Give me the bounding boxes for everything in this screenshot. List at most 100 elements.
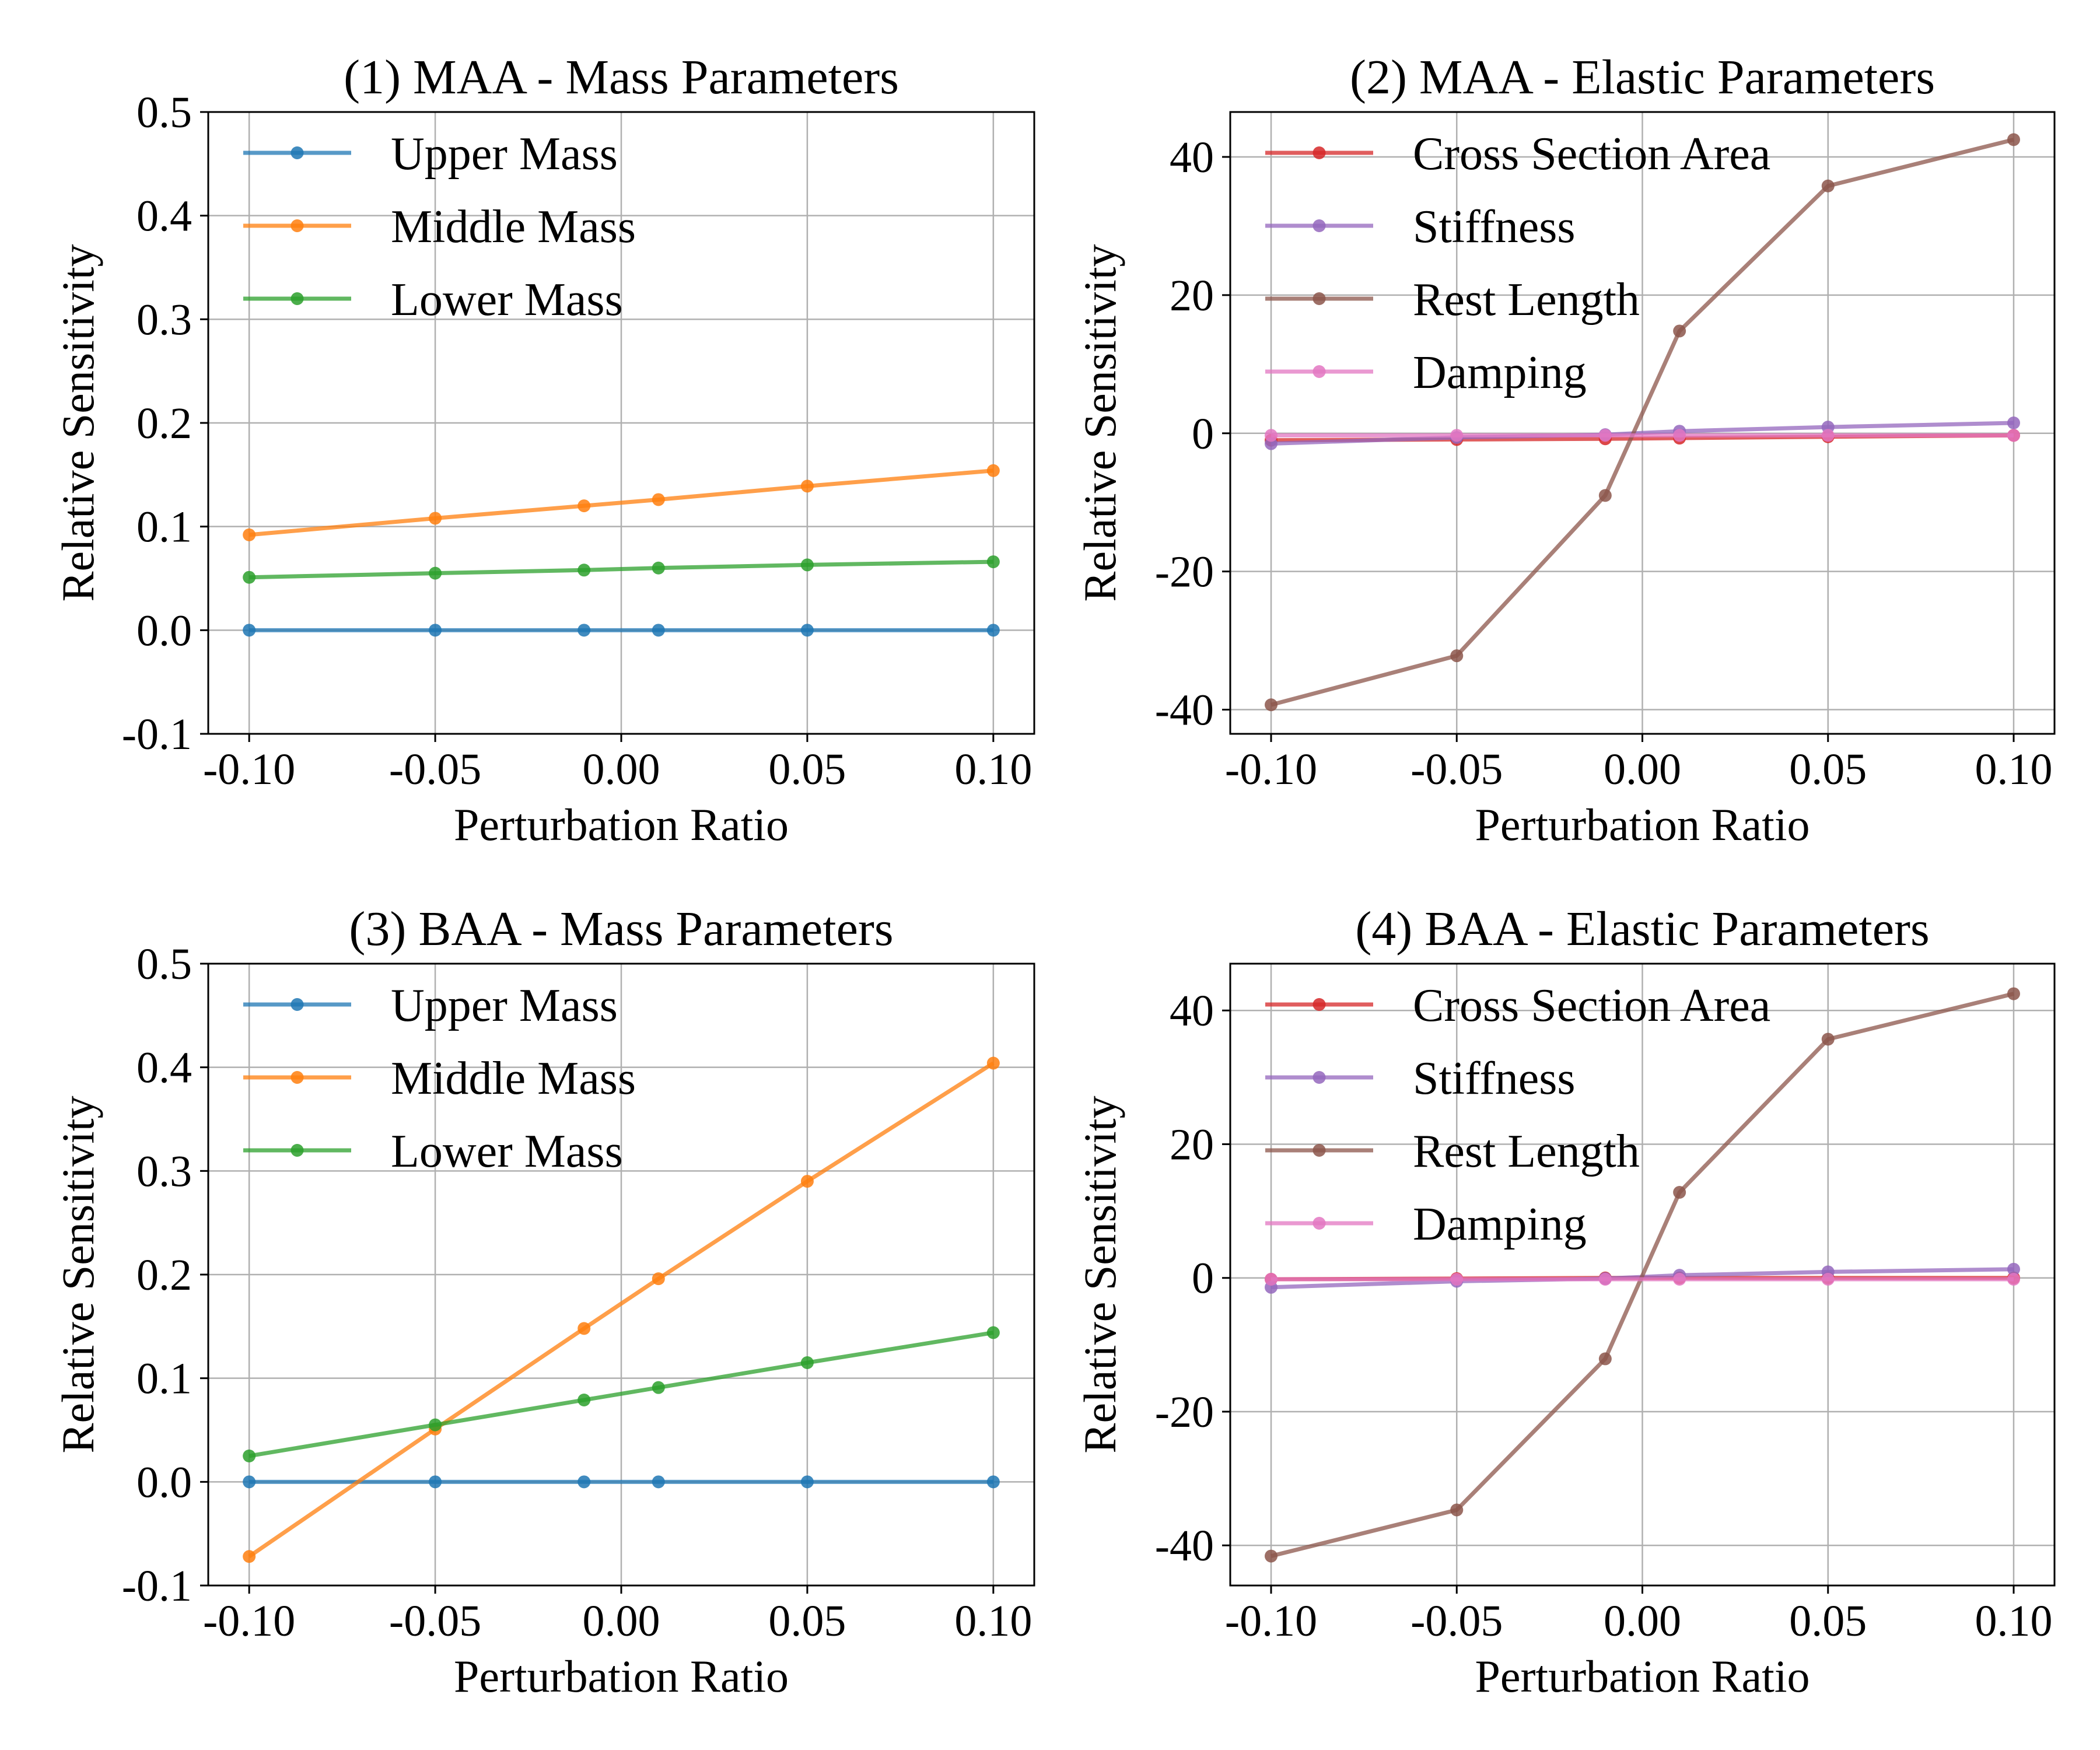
- data-point: [1673, 1273, 1686, 1286]
- x-tick-label: -0.10: [1225, 745, 1317, 794]
- legend-label: Upper Mass: [391, 128, 618, 180]
- x-tick-label: 0.00: [1604, 745, 1681, 794]
- series-line: [249, 1331, 994, 1458]
- legend-label: Stiffness: [1413, 1053, 1576, 1104]
- y-tick-label: 0: [1192, 1254, 1214, 1303]
- data-point: [1821, 1273, 1835, 1286]
- legend-marker: [1312, 292, 1326, 305]
- legend-item-stiffness: Stiffness: [1265, 1053, 1576, 1104]
- x-tick-label: -0.05: [389, 1597, 481, 1646]
- legend-item-cross-section-area: Cross Section Area: [1265, 128, 1770, 180]
- x-tick-label: 0.00: [583, 1597, 660, 1646]
- data-point: [652, 493, 665, 506]
- legend-marker: [1312, 365, 1326, 378]
- chart-title: (3) BAA - Mass Parameters: [349, 902, 893, 956]
- legend-marker: [290, 219, 304, 232]
- data-point: [800, 1356, 814, 1370]
- legend-marker: [1312, 219, 1326, 232]
- data-point: [1598, 489, 1612, 502]
- legend-marker: [1312, 1071, 1326, 1084]
- legend-label: Upper Mass: [391, 980, 618, 1031]
- legend-item-rest-length: Rest Length: [1265, 274, 1640, 326]
- series-lower-mass: [243, 555, 1000, 584]
- legend-marker: [290, 1144, 304, 1157]
- x-tick-label: 0.00: [1604, 1597, 1681, 1646]
- series-line: [1270, 992, 2014, 1558]
- x-tick-label: 0.05: [768, 1597, 846, 1646]
- data-point: [578, 564, 591, 577]
- x-tick-label: -0.05: [389, 745, 481, 794]
- y-tick-label: 0.0: [136, 606, 192, 655]
- legend: Upper Mass Middle Mass Lower Mass: [243, 128, 636, 326]
- chart-title: (4) BAA - Elastic Parameters: [1355, 902, 1929, 956]
- y-tick-label: 0.1: [136, 1354, 192, 1404]
- y-tick-label: 0.1: [136, 503, 192, 552]
- legend-marker: [1312, 998, 1326, 1011]
- data-point: [2007, 1262, 2020, 1276]
- series-line: [249, 559, 993, 580]
- legend-label: Rest Length: [1413, 1126, 1640, 1177]
- data-point: [2007, 429, 2020, 442]
- data-point: [2007, 1273, 2020, 1286]
- data-point: [652, 1475, 665, 1489]
- legend-label: Damping: [1413, 1199, 1587, 1250]
- data-point: [243, 1550, 256, 1563]
- data-point: [429, 1475, 442, 1489]
- x-tick-label: 0.05: [1789, 1597, 1867, 1646]
- legend-marker: [1312, 1217, 1326, 1230]
- data-point: [2007, 133, 2020, 146]
- x-tick-label: 0.00: [583, 745, 660, 794]
- legend-label: Cross Section Area: [1413, 980, 1770, 1031]
- y-axis-label: Relative Sensitivity: [1074, 244, 1125, 601]
- data-point: [243, 570, 256, 584]
- legend: Upper Mass Middle Mass Lower Mass: [243, 980, 636, 1177]
- chart-title: (1) MAA - Mass Parameters: [344, 50, 899, 104]
- chart-panel-3: -0.10 -0.05 0.00 0.05 0.10 -0.1 0.0 0.1 0.2 0.3 0.…: [52, 902, 1035, 1702]
- legend-item-middle-mass: Middle Mass: [243, 201, 636, 253]
- legend-label: Cross Section Area: [1413, 128, 1770, 180]
- y-tick-label: -20: [1155, 1388, 1214, 1437]
- chart-panel-1: -0.10 -0.05 0.00 0.05 0.10 -0.1 0.0 0.1 0.2 0.3 0.…: [52, 50, 1035, 850]
- data-point: [1673, 324, 1686, 338]
- y-tick-label: -0.1: [122, 710, 192, 759]
- y-tick-label: 0.3: [136, 295, 192, 344]
- data-point: [1673, 429, 1686, 442]
- data-point: [1450, 1503, 1464, 1517]
- legend-marker: [1312, 1144, 1326, 1157]
- series-line: [1270, 137, 2014, 707]
- legend-label: Stiffness: [1413, 201, 1576, 253]
- data-point: [1598, 1352, 1612, 1366]
- data-point: [1265, 429, 1278, 442]
- data-point: [578, 1393, 591, 1406]
- data-point: [1450, 649, 1464, 663]
- data-point: [652, 1381, 665, 1394]
- legend-item-lower-mass: Lower Mass: [243, 274, 623, 326]
- x-tick-label: -0.10: [1225, 1597, 1317, 1646]
- legend: Cross Section Area Stiffness Rest Length Da…: [1265, 980, 1770, 1250]
- data-point: [652, 624, 665, 637]
- legend-item-middle-mass: Middle Mass: [243, 1053, 636, 1104]
- data-point: [652, 1272, 665, 1286]
- data-point: [652, 561, 665, 575]
- x-tick-label: -0.05: [1410, 1597, 1503, 1646]
- data-point: [2007, 987, 2020, 1000]
- y-tick-label: 0.4: [136, 1044, 192, 1093]
- y-tick-label: 20: [1170, 271, 1214, 320]
- legend-item-lower-mass: Lower Mass: [243, 1126, 623, 1177]
- data-point: [1265, 698, 1278, 712]
- data-point: [429, 1418, 442, 1432]
- data-point: [1598, 1273, 1612, 1286]
- x-tick-label: 0.10: [1975, 745, 2052, 794]
- x-axis-label: Perturbation Ratio: [454, 799, 789, 850]
- data-point: [800, 1175, 814, 1188]
- legend-item-rest-length: Rest Length: [1265, 1126, 1640, 1177]
- series-line: [248, 1061, 995, 1559]
- series-middle-mass: [243, 1056, 1000, 1563]
- legend: Cross Section Area Stiffness Rest Length Da…: [1265, 128, 1770, 398]
- y-tick-label: -0.1: [122, 1562, 192, 1611]
- data-point: [243, 624, 256, 637]
- legend-marker: [290, 1071, 304, 1084]
- legend-item-stiffness: Stiffness: [1265, 201, 1576, 253]
- series-rest-length: [1265, 133, 2020, 712]
- x-tick-label: 0.10: [954, 745, 1032, 794]
